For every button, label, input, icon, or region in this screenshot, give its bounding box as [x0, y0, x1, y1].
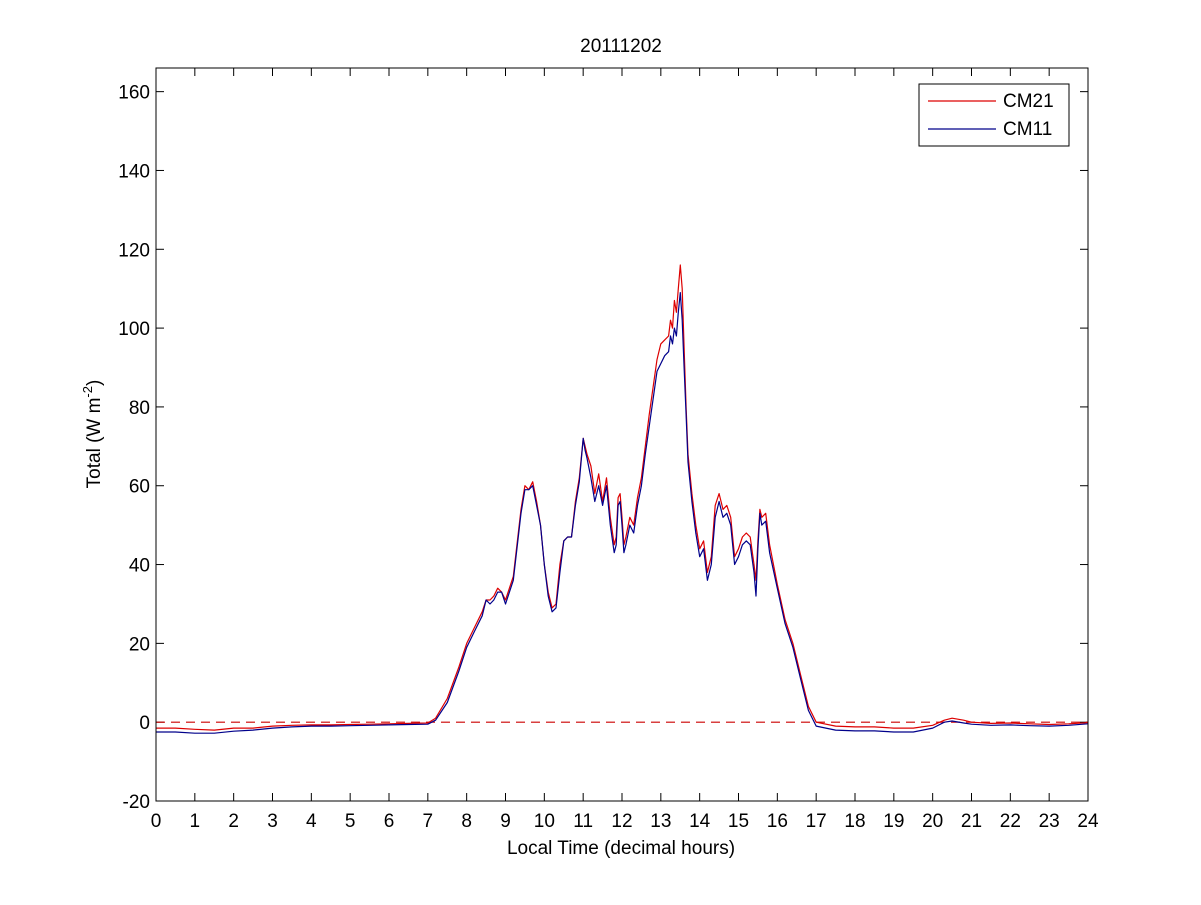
x-tick-label: 17 [806, 811, 827, 832]
x-tick-label: 15 [728, 811, 749, 832]
y-tick-label: 40 [129, 556, 150, 577]
x-tick-label: 5 [345, 811, 356, 832]
y-axis-label-base: Total (W m [84, 398, 105, 489]
x-tick-label: 3 [267, 811, 278, 832]
x-tick-label: 20 [922, 811, 943, 832]
y-axis-ticks: -20 0 20 40 60 80 100 120 140 160 [118, 83, 1088, 813]
x-tick-label: 10 [534, 811, 555, 832]
x-tick-label: 23 [1039, 811, 1060, 832]
chart-title: 20111202 [580, 36, 662, 57]
x-tick-label: 11 [573, 811, 593, 832]
x-tick-label: 14 [689, 811, 711, 832]
x-tick-label: 4 [306, 811, 317, 832]
x-tick-label: 16 [767, 811, 788, 832]
y-tick-label: 80 [129, 398, 150, 419]
x-tick-label: 6 [384, 811, 395, 832]
x-axis-label: Local Time (decimal hours) [507, 838, 735, 859]
x-tick-label: 13 [650, 811, 671, 832]
y-tick-label: 120 [118, 240, 150, 261]
x-tick-label: 24 [1077, 811, 1099, 832]
legend-box [918, 83, 1070, 147]
y-tick-label: -20 [123, 792, 150, 813]
x-axis-ticks: 0 1 2 3 4 5 6 7 8 9 10 11 12 13 14 15 16 17 18 19 20 21 22 23 24 [151, 68, 1099, 832]
x-tick-label: 12 [611, 811, 632, 832]
x-tick-label: 0 [151, 811, 162, 832]
x-tick-label: 1 [190, 811, 201, 832]
x-tick-label: 7 [423, 811, 434, 832]
y-axis-label-superscript: -2 [80, 386, 95, 398]
x-tick-label: 9 [500, 811, 511, 832]
y-axis-label: Total (W m-2) [80, 380, 105, 489]
y-tick-label: 160 [118, 83, 150, 104]
y-tick-label: 20 [129, 634, 150, 655]
y-tick-label: 100 [118, 319, 150, 340]
x-tick-label: 19 [883, 811, 904, 832]
y-axis-label-tail: ) [84, 380, 105, 386]
y-tick-label: 140 [118, 161, 150, 182]
legend-label-cm11: CM11 [1003, 119, 1052, 140]
series-line-cm11 [156, 292, 1089, 734]
x-tick-label: 8 [461, 811, 472, 832]
y-tick-label: 0 [139, 713, 150, 734]
legend-label-cm21: CM21 [1003, 91, 1054, 112]
x-tick-label: 2 [228, 811, 239, 832]
legend: CM21 CM11 [918, 83, 1070, 147]
x-tick-label: 21 [961, 811, 982, 832]
plot-area-frame [155, 67, 1089, 802]
series-layer [156, 264, 1089, 734]
x-tick-label: 22 [1000, 811, 1021, 832]
x-tick-label: 18 [844, 811, 865, 832]
y-tick-label: 60 [129, 477, 150, 498]
